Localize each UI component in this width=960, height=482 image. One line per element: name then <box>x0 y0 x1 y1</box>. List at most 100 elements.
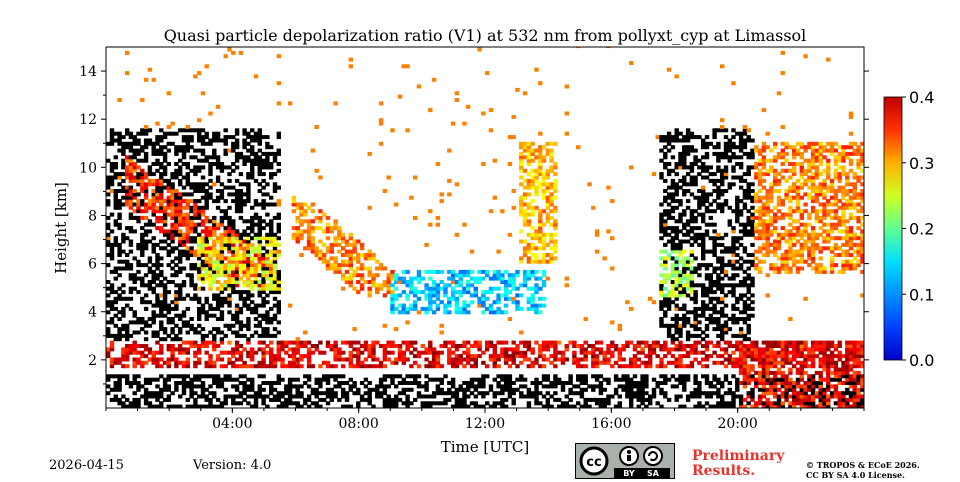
heatmap-cell <box>386 397 391 402</box>
heatmap-cell <box>106 185 111 190</box>
heatmap-cell <box>325 215 331 220</box>
heatmap-cell <box>401 387 406 392</box>
heatmap-cell <box>204 135 209 140</box>
heatmap-cell <box>447 391 452 396</box>
heatmap-cell <box>397 391 403 396</box>
heatmap-cell <box>685 205 691 210</box>
heatmap-cell <box>424 401 429 406</box>
heatmap-cell <box>253 364 259 369</box>
heatmap-cell <box>356 273 361 278</box>
heatmap-cell <box>295 404 300 408</box>
heatmap-cell <box>738 209 744 214</box>
heatmap-cell <box>712 249 717 254</box>
heatmap-cell <box>140 182 145 187</box>
heatmap-cell <box>579 391 585 396</box>
heatmap-cell <box>557 350 562 355</box>
heatmap-cell <box>450 381 456 385</box>
heatmap-cell <box>325 249 331 254</box>
heatmap-cell <box>193 199 198 204</box>
heatmap-cell <box>253 401 259 406</box>
heatmap-cell <box>367 354 372 359</box>
heatmap-cell <box>162 286 168 291</box>
heatmap-cell <box>261 178 266 183</box>
heatmap-cell <box>450 391 456 396</box>
heatmap-cell <box>204 158 209 163</box>
heatmap-cell <box>227 226 232 231</box>
heatmap-cell <box>231 219 236 224</box>
heatmap-cell <box>678 317 683 321</box>
heatmap-cell <box>140 236 145 241</box>
heatmap-cell <box>174 347 179 352</box>
heatmap-cell <box>557 397 562 402</box>
heatmap-cell <box>682 256 687 261</box>
heatmap-cell <box>515 354 520 359</box>
heatmap-cell <box>136 397 141 402</box>
heatmap-cell <box>117 381 122 385</box>
heatmap-cell <box>344 263 350 268</box>
heatmap-cell <box>227 135 232 140</box>
heatmap-cell <box>545 219 550 224</box>
heatmap-cell <box>159 135 164 140</box>
heatmap-cell <box>450 357 456 362</box>
heatmap-cell <box>333 259 338 264</box>
heatmap-cell <box>341 387 346 392</box>
heatmap-cell <box>367 249 372 254</box>
heatmap-cell <box>450 394 456 399</box>
heatmap-cell <box>674 226 679 231</box>
heatmap-cell <box>147 168 153 173</box>
heatmap-cell <box>257 313 262 318</box>
heatmap-cell <box>197 384 202 389</box>
heatmap-cell <box>431 360 437 365</box>
heatmap-cell <box>204 360 209 365</box>
heatmap-cell <box>761 246 767 251</box>
heatmap-cell <box>265 259 270 264</box>
heatmap-cell <box>117 273 122 278</box>
heatmap-cell <box>250 306 255 311</box>
heatmap-cell <box>333 219 338 224</box>
heatmap-cell <box>250 226 255 231</box>
heatmap-cell <box>757 381 763 385</box>
heatmap-cell <box>246 320 251 325</box>
heatmap-cell <box>204 202 209 207</box>
heatmap-cell <box>530 300 535 305</box>
heatmap-cell <box>295 229 300 234</box>
heatmap-cell <box>390 360 395 365</box>
heatmap-cell <box>238 364 244 369</box>
heatmap-cell <box>208 229 213 234</box>
heatmap-cell <box>125 202 130 207</box>
heatmap-cell <box>746 401 751 406</box>
heatmap-cell <box>462 391 467 396</box>
heatmap-cell <box>382 323 388 328</box>
heatmap-cell <box>117 189 122 193</box>
heatmap-cell <box>610 394 615 399</box>
heatmap-cell <box>193 189 198 193</box>
heatmap-cell <box>765 347 770 352</box>
heatmap-cell <box>522 249 528 254</box>
heatmap-cell <box>701 337 706 342</box>
heatmap-cell <box>693 162 698 166</box>
heatmap-cell <box>530 286 535 291</box>
heatmap-cell <box>401 340 406 345</box>
heatmap-cell <box>458 276 463 281</box>
heatmap-cell <box>519 384 524 389</box>
heatmap-cell <box>113 381 118 385</box>
heatmap-cell <box>522 340 528 345</box>
heatmap-cell <box>314 381 319 385</box>
heatmap-cell <box>246 236 251 241</box>
heatmap-cell <box>704 323 710 328</box>
heatmap-cell <box>378 121 384 126</box>
heatmap-cell <box>689 323 695 328</box>
heatmap-cell <box>166 344 171 348</box>
heatmap-cell <box>121 357 126 362</box>
heatmap-cell <box>754 162 759 166</box>
heatmap-cell <box>166 141 171 146</box>
heatmap-cell <box>712 269 717 274</box>
heatmap-cell <box>663 151 668 156</box>
heatmap-cell <box>731 263 736 268</box>
heatmap-cell <box>473 340 478 345</box>
heatmap-cell <box>716 327 721 332</box>
heatmap-cell <box>197 182 202 187</box>
heatmap-cell <box>469 357 475 362</box>
heatmap-cell <box>356 401 361 406</box>
heatmap-cell <box>530 306 535 311</box>
